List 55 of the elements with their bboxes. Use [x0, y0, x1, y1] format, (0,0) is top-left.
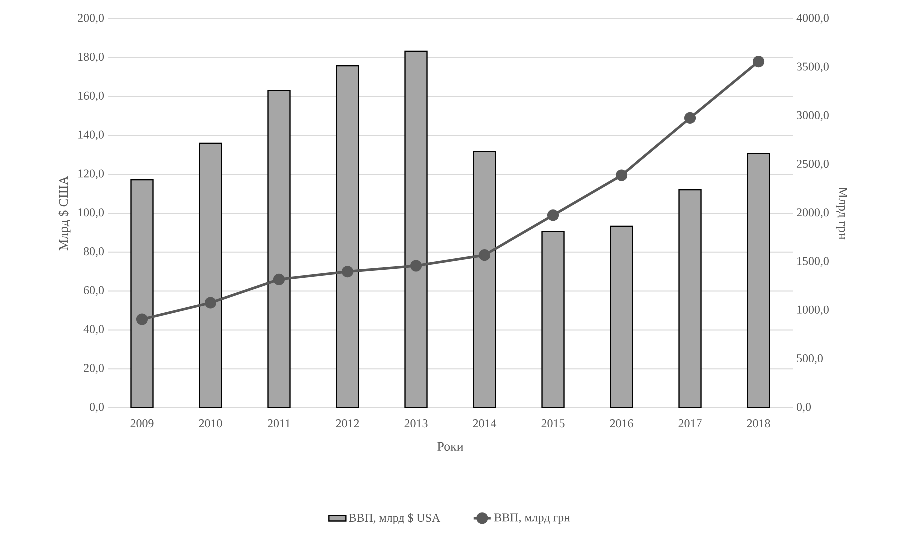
point	[478, 250, 491, 262]
y-tick-label: 0,0	[90, 403, 104, 413]
y-axis-title: Млрд $ США	[58, 176, 71, 251]
bar	[542, 231, 565, 408]
point	[410, 260, 422, 272]
bar	[268, 90, 291, 408]
y-tick-label: 60,0	[84, 286, 104, 296]
x-tick-label: 2012	[336, 420, 360, 428]
x-tick-label: 2013	[404, 420, 428, 428]
y2-tick-label: 2000,0	[797, 208, 829, 218]
bar	[199, 142, 222, 408]
bar	[473, 151, 496, 408]
y-tick-label: 20,0	[84, 364, 104, 374]
bar	[336, 65, 360, 408]
y-tick-label: 40,0	[84, 325, 104, 336]
bar	[404, 50, 428, 408]
y2-tick-label: 500,0	[797, 354, 823, 364]
x-tick-label: 2018	[747, 420, 770, 428]
y-tick-label: 120,0	[78, 170, 104, 180]
x-tick-label: 2009	[130, 420, 154, 428]
y2-tick-label: 4000,0	[796, 14, 829, 24]
x-axis-title: Роки	[438, 442, 464, 452]
x-tick-label: 2017	[678, 420, 702, 428]
legend-label: ВВП, млрд грн	[494, 514, 570, 524]
x-tick-label: 2015	[542, 420, 565, 428]
y-tick-label: 80,0	[84, 248, 104, 258]
y2-tick-label: 1000,0	[798, 306, 829, 316]
y2-tick-label: 0,0	[796, 403, 812, 413]
point	[547, 210, 560, 222]
bar	[610, 226, 634, 408]
y-tick-label: 140,0	[78, 130, 104, 141]
y2-tick-label: 2500,0	[797, 160, 829, 170]
bar	[678, 189, 702, 408]
y-tick-label: 180,0	[78, 53, 104, 63]
point	[136, 314, 148, 326]
y2-tick-label: 3500,0	[797, 62, 829, 73]
x-tick-label: 2014	[473, 420, 497, 428]
x-tick-label: 2010	[199, 420, 222, 428]
point	[273, 274, 286, 286]
point	[616, 170, 628, 182]
bar	[747, 152, 770, 408]
y2-axis-title: Млрд грн	[836, 187, 848, 240]
x-tick-label: 2011	[268, 420, 290, 428]
point	[684, 112, 696, 124]
x-tick-label: 2016	[610, 420, 634, 428]
point	[204, 297, 217, 309]
y-tick-label: 160,0	[78, 92, 104, 102]
y2-tick-label: 3000,0	[797, 111, 829, 122]
point	[752, 56, 765, 68]
legend-label: ВВП, млрд $ USA	[349, 513, 441, 525]
point	[342, 266, 354, 278]
bar	[130, 179, 154, 408]
y-tick-label: 200,0	[78, 14, 104, 24]
y2-tick-label: 1500,0	[798, 257, 829, 268]
y-tick-label: 100,0	[78, 208, 104, 218]
